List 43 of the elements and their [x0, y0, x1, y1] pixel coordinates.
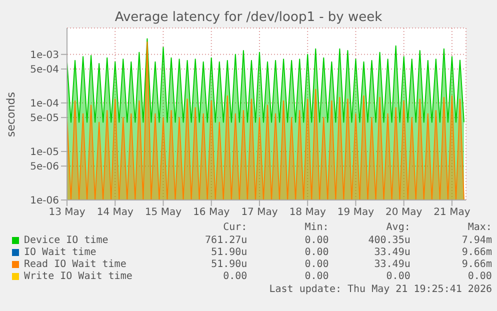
text: 33.49u: [373, 246, 410, 258]
y-axis-title: seconds: [4, 91, 18, 139]
x-tick-label: 17 May: [241, 207, 278, 218]
text: Cur:: [222, 222, 248, 234]
text: 0.00: [304, 270, 329, 282]
text: 9.66m: [460, 246, 492, 258]
x-tick-label: 16 May: [193, 207, 230, 218]
text: 51.90u: [210, 258, 248, 270]
chart-title: Average latency for /dev/loop1 - by week: [114, 10, 384, 25]
x-tick-label: 14 May: [96, 207, 134, 218]
legend-label: Device IO time: [24, 234, 108, 246]
text: 761.27u: [204, 234, 248, 246]
y-tick-label: 1e-03: [30, 50, 59, 61]
text: 0.00: [222, 270, 248, 282]
text: 0.00: [466, 270, 492, 282]
text: 33.49u: [373, 258, 410, 270]
y-tick-label: 1e-04: [30, 98, 59, 110]
x-tick-label: 15 May: [144, 207, 182, 218]
x-tick-label: 18 May: [289, 207, 326, 218]
x-tick-label: 13 May: [48, 207, 86, 218]
text: Last update: Thu May 21 19:25:41 2026: [268, 284, 492, 295]
legend-label: Read IO Wait time: [24, 258, 126, 270]
y-tick-label: 5e-05: [30, 113, 59, 124]
text: 0.00: [304, 246, 329, 258]
x-tick-label: 19 May: [337, 207, 374, 218]
x-tick-label: 20 May: [386, 207, 422, 218]
y-tick-label: 1e-05: [30, 147, 59, 158]
y-tick-label: 5e-06: [30, 162, 59, 173]
legend-label: Write IO Wait time: [24, 270, 132, 282]
text: Avg:: [385, 222, 410, 234]
text: 0.00: [304, 234, 329, 246]
text: 400.35u: [367, 234, 410, 246]
text: 7.94m: [460, 234, 492, 246]
legend-label: IO Wait time: [24, 246, 96, 258]
text: 51.90u: [210, 246, 248, 258]
y-tick-label: 5e-04: [30, 64, 59, 76]
text: 0.00: [385, 270, 410, 282]
text: Min:: [304, 222, 329, 234]
text: 9.66m: [460, 258, 492, 270]
text: 0.00: [304, 258, 329, 270]
text: Max:: [466, 222, 492, 234]
y-tick-label: 1e-06: [30, 196, 59, 207]
x-tick-label: 21 May: [434, 207, 470, 218]
